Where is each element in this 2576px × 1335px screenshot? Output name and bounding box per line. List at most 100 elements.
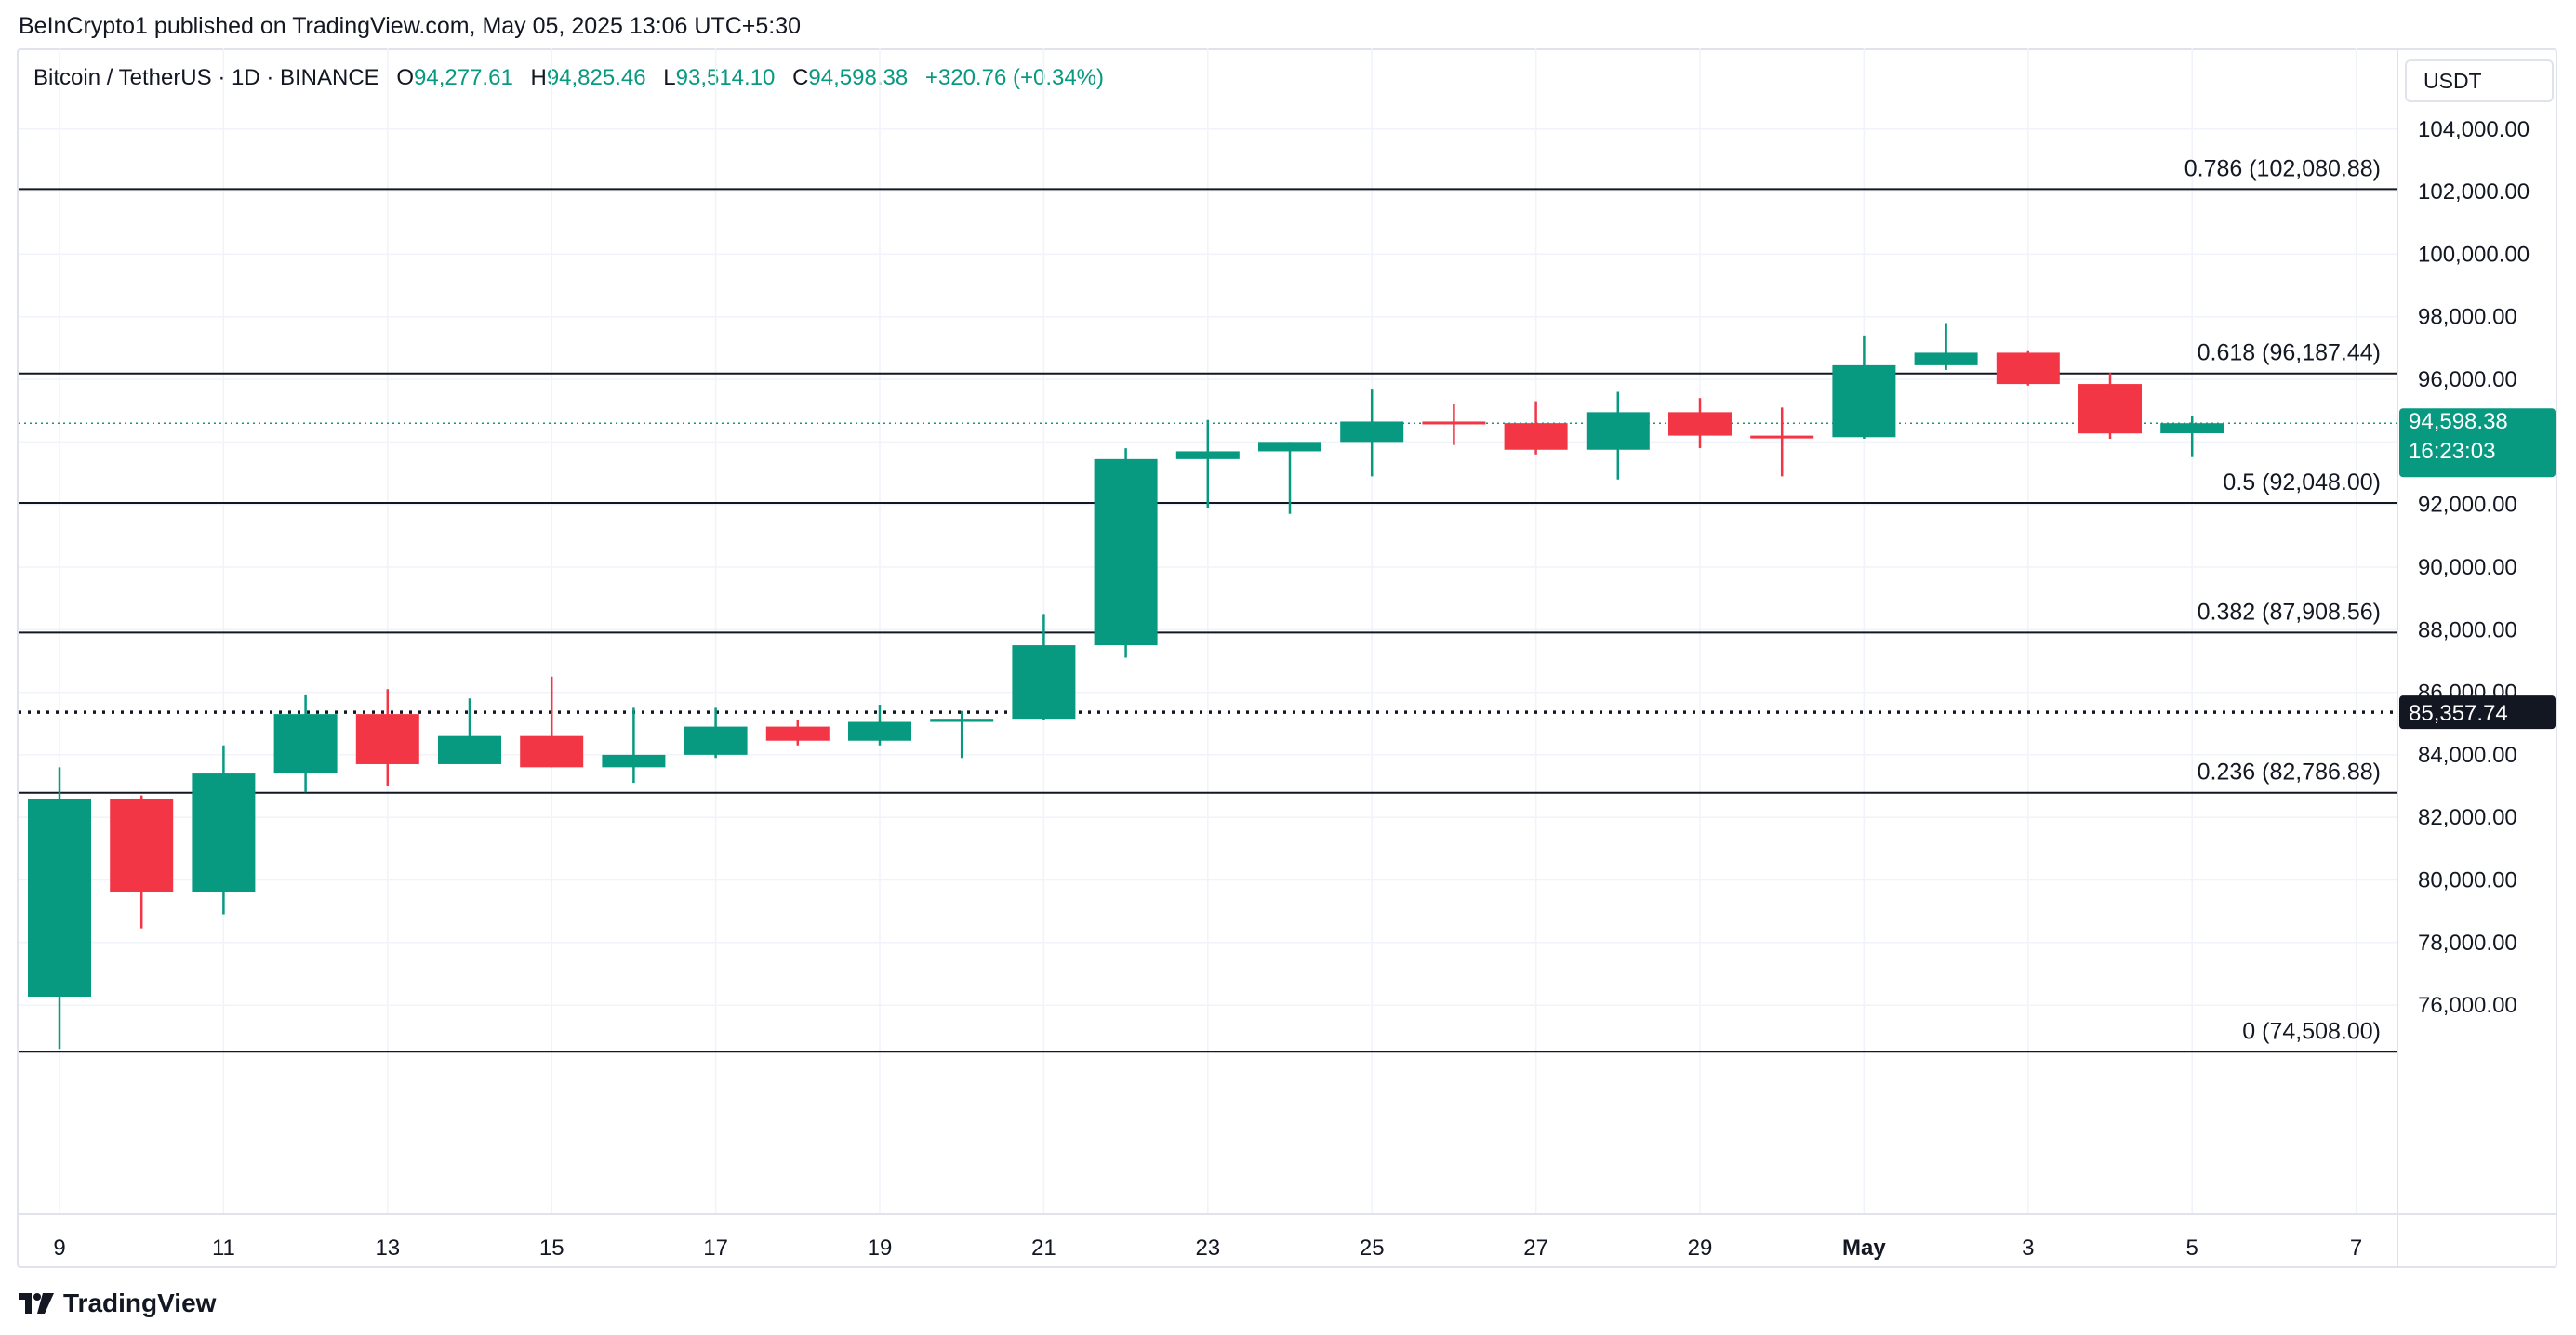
candle[interactable] xyxy=(1094,448,1158,658)
candle-body xyxy=(1422,421,1486,425)
candle[interactable] xyxy=(1258,442,1321,514)
close-value: 94,598.38 xyxy=(808,65,909,90)
low-value: 93,514.10 xyxy=(675,65,776,90)
candle[interactable] xyxy=(1586,391,1650,480)
candle-body xyxy=(1668,412,1732,436)
x-tick-label: 9 xyxy=(53,1236,65,1261)
fib-level-label: 0 (74,508.00) xyxy=(2242,1018,2381,1044)
candle-body xyxy=(355,714,419,764)
x-tick-label: 11 xyxy=(212,1236,235,1261)
y-tick-label: 102,000.00 xyxy=(2418,179,2530,205)
grid xyxy=(19,48,2397,1214)
y-tick-label: 90,000.00 xyxy=(2418,555,2517,580)
axes: 76,000.00 78,000.00 80,000.00 82,000.00 84,0… xyxy=(19,48,2557,1268)
candle-body xyxy=(1996,352,2060,385)
price-tags: 94,598.38 16:23:03 85,357.74 xyxy=(2399,408,2556,730)
y-tick-label: 104,000.00 xyxy=(2418,117,2530,142)
y-tick-label: 76,000.00 xyxy=(2418,993,2517,1018)
candle-body xyxy=(1012,645,1076,720)
x-tick-label: 29 xyxy=(1688,1236,1713,1261)
last-price-tag: 94,598.38 16:23:03 xyxy=(2399,408,2556,478)
x-tick-label: 5 xyxy=(2186,1236,2198,1261)
candle[interactable] xyxy=(1996,350,2060,386)
candle[interactable] xyxy=(28,767,91,1050)
candle-body xyxy=(520,735,584,768)
open-value: 94,277.61 xyxy=(414,65,513,90)
x-tick-label: 23 xyxy=(1195,1236,1220,1261)
candle-body xyxy=(2078,384,2142,434)
x-tick-label: 13 xyxy=(375,1236,400,1261)
dotted-line-tag-bg xyxy=(2399,695,2556,730)
change-value: +320.76 (+0.34%) xyxy=(924,65,1105,90)
x-tick-label: 17 xyxy=(703,1236,728,1261)
dotted-line-price-tag: 85,357.74 xyxy=(2399,695,2556,730)
x-tick-label: 25 xyxy=(1360,1236,1385,1261)
candle[interactable] xyxy=(355,689,419,786)
y-tick-label: 80,000.00 xyxy=(2418,867,2517,892)
fib-level-label: 0.382 (87,908.56) xyxy=(2198,599,2381,625)
candle[interactable] xyxy=(684,707,748,759)
candle-body xyxy=(1258,442,1321,452)
candle[interactable] xyxy=(1832,335,1896,439)
candle[interactable] xyxy=(110,795,174,929)
chart-frame xyxy=(17,48,2557,1268)
x-tick-label: 19 xyxy=(868,1236,893,1261)
fib-level-label: 0.5 (92,048.00) xyxy=(2223,469,2381,496)
last-price-value: 94,598.38 xyxy=(2409,409,2508,434)
tradingview-logo[interactable]: TradingView xyxy=(19,1289,216,1318)
x-tick-label: 3 xyxy=(2022,1236,2034,1261)
candle-body xyxy=(1504,423,1568,450)
candle[interactable] xyxy=(192,745,256,915)
candle-body xyxy=(930,719,994,722)
y-tick-label: 98,000.00 xyxy=(2418,305,2517,330)
fib-level-label: 0.618 (96,187.44) xyxy=(2198,340,2381,366)
candle-body xyxy=(1586,412,1650,450)
dotted-line-value: 85,357.74 xyxy=(2409,701,2508,726)
candle-body xyxy=(684,726,748,755)
candle[interactable] xyxy=(1175,419,1240,509)
fib-level-label: 0.786 (102,080.88) xyxy=(2184,155,2381,181)
candle-body xyxy=(2160,423,2224,433)
high-label: H xyxy=(530,65,547,90)
close-label: C xyxy=(792,65,809,90)
y-tick-label: 88,000.00 xyxy=(2418,617,2517,642)
candle[interactable] xyxy=(930,710,994,759)
currency-selector[interactable]: USDT xyxy=(2405,59,2554,102)
countdown-value: 16:23:03 xyxy=(2409,439,2495,464)
candle-body xyxy=(1832,364,1896,438)
candle[interactable] xyxy=(1750,407,1814,477)
x-tick-label: May xyxy=(1842,1236,1886,1261)
candle[interactable] xyxy=(2160,416,2224,457)
open-label: O xyxy=(396,65,415,90)
candle[interactable] xyxy=(273,694,338,793)
last-price-tag-bg xyxy=(2399,408,2556,478)
x-tick-label: 7 xyxy=(2350,1236,2362,1261)
candle[interactable] xyxy=(602,707,666,784)
candle[interactable] xyxy=(1422,403,1486,445)
y-tick-label: 84,000.00 xyxy=(2418,743,2517,768)
candle[interactable] xyxy=(2078,373,2142,439)
candle-body xyxy=(602,754,666,768)
x-tick-label: 15 xyxy=(539,1236,564,1261)
candle[interactable] xyxy=(1914,323,1978,370)
y-tick-label: 82,000.00 xyxy=(2418,805,2517,830)
brand-name: TradingView xyxy=(63,1289,217,1317)
candle-body xyxy=(1175,451,1240,459)
candle-body xyxy=(192,773,256,892)
candle[interactable] xyxy=(1012,614,1076,720)
fib-level-label: 0.236 (82,786.88) xyxy=(2198,760,2381,786)
x-tick-label: 21 xyxy=(1031,1236,1056,1261)
candle[interactable] xyxy=(765,720,830,746)
candle[interactable] xyxy=(1504,401,1568,455)
candle[interactable] xyxy=(1340,389,1404,477)
candle[interactable] xyxy=(520,676,584,768)
candle[interactable] xyxy=(848,705,911,746)
candle-body xyxy=(1340,421,1404,443)
candle[interactable] xyxy=(1668,398,1732,449)
candle[interactable] xyxy=(438,698,501,764)
candle-body xyxy=(848,721,911,741)
candles xyxy=(28,323,2224,1050)
candle-body xyxy=(438,735,501,764)
currency-label: USDT xyxy=(2423,68,2482,93)
